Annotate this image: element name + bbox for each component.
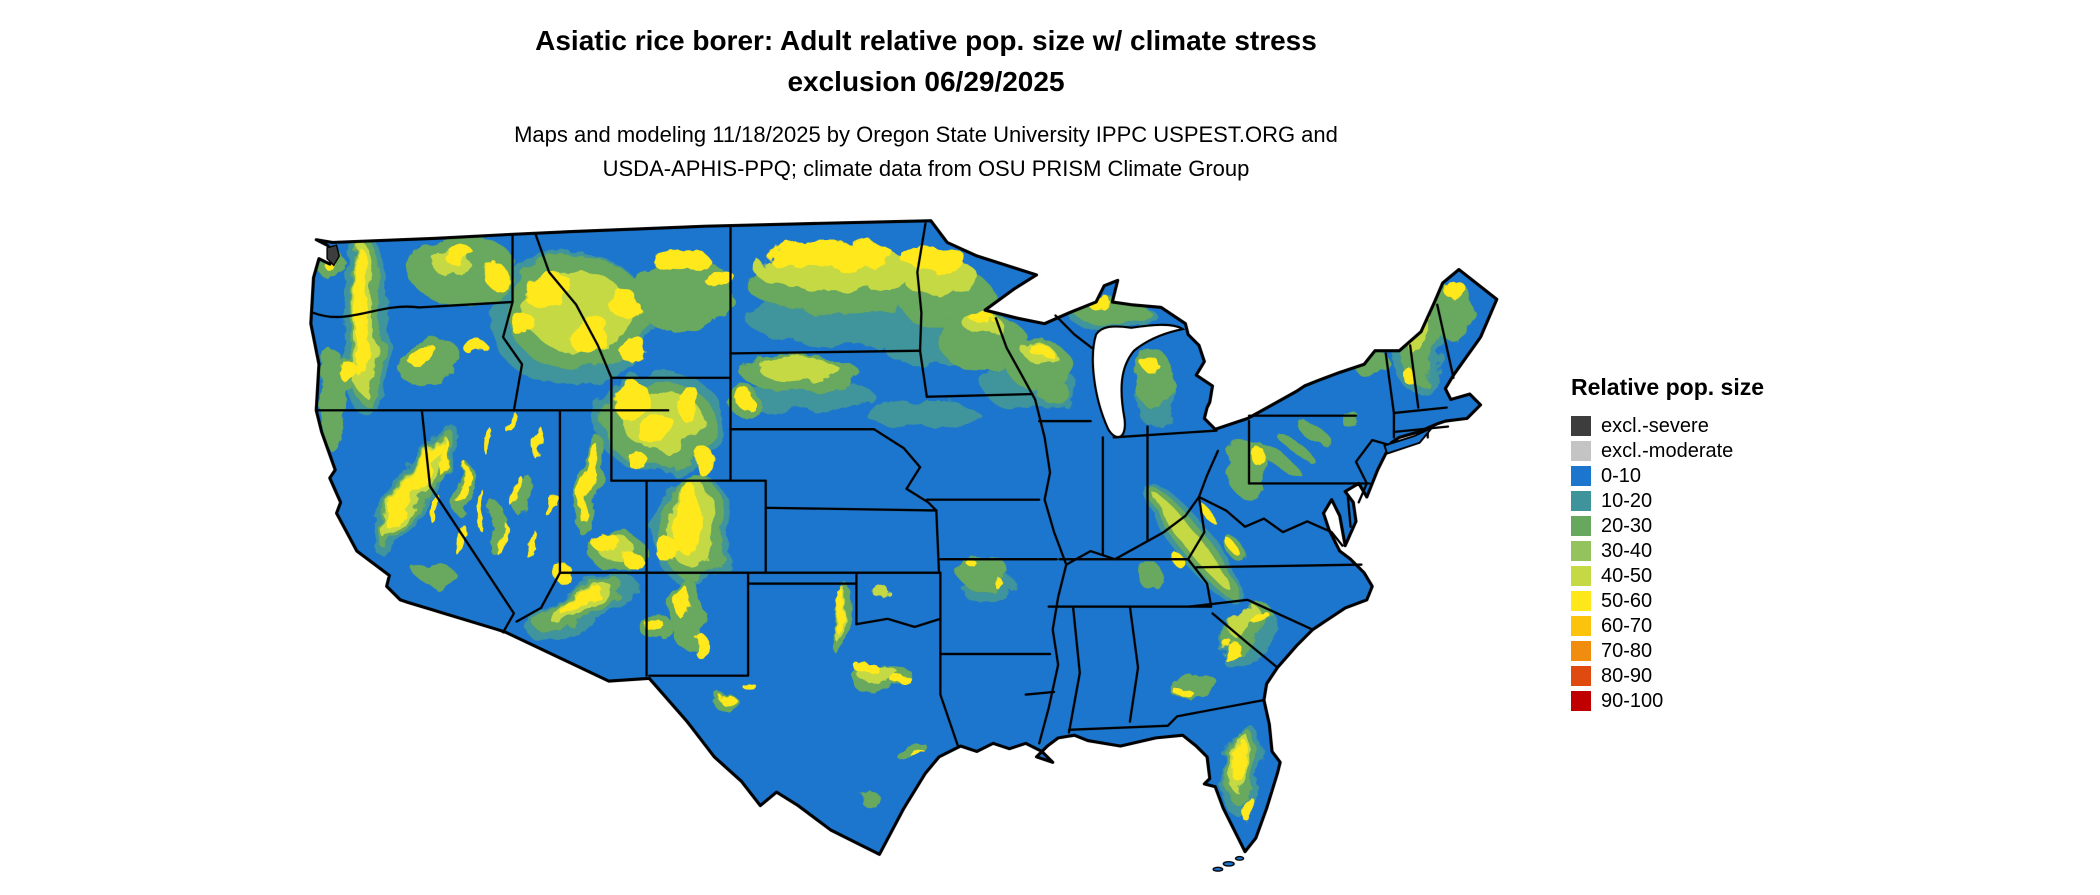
legend-swatch (1571, 590, 1591, 611)
legend-swatch (1571, 640, 1591, 661)
legend-item: 20-30 (1571, 513, 1764, 538)
subtitle-line1: Maps and modeling 11/18/2025 by Oregon S… (514, 122, 1338, 147)
subtitle-line2: USDA-APHIS-PPQ; climate data from OSU PR… (602, 156, 1250, 181)
us-map (309, 219, 1499, 872)
legend-swatch (1571, 665, 1591, 686)
legend-item: 10-20 (1571, 488, 1764, 513)
puget-sound-area (326, 244, 340, 267)
legend-item: 60-70 (1571, 613, 1764, 638)
legend-swatch (1571, 490, 1591, 511)
map-container (300, 218, 1532, 895)
legend-swatch (1571, 415, 1591, 436)
legend-label: 60-70 (1601, 614, 1653, 637)
legend-label: 70-80 (1601, 639, 1653, 662)
legend-title: Relative pop. size (1571, 374, 1765, 400)
legend-item: 70-80 (1571, 638, 1764, 663)
legend-item: 30-40 (1571, 538, 1764, 563)
legend-swatch (1571, 465, 1591, 486)
legend-swatch (1571, 515, 1591, 536)
legend-items: excl.-severe excl.-moderate 0-10 10-20 20-30… (1571, 413, 1764, 713)
legend-label: 40-50 (1601, 564, 1653, 587)
legend-item: excl.-severe (1571, 413, 1764, 438)
state-borders (312, 222, 1455, 748)
legend-label: 80-90 (1601, 664, 1653, 687)
us-outline (309, 219, 1499, 856)
legend-swatch (1571, 540, 1591, 561)
long-island (1383, 427, 1433, 455)
legend-swatch (1571, 565, 1591, 586)
lake-michigan (1091, 323, 1186, 439)
legend-item: excl.-moderate (1571, 438, 1764, 463)
legend-label: 30-40 (1601, 539, 1653, 562)
legend-item: 80-90 (1571, 663, 1764, 688)
page-title-line2: exclusion 06/29/2025 (787, 66, 1065, 97)
legend-item: 90-100 (1571, 688, 1764, 713)
legend-label: excl.-severe (1601, 414, 1709, 437)
legend-label: 90-100 (1601, 689, 1664, 712)
florida-keys (1212, 855, 1245, 872)
legend-item: 0-10 (1571, 463, 1764, 488)
legend-item: 50-60 (1571, 588, 1764, 613)
header: Asiatic rice borer: Adult relative pop. … (0, 20, 1852, 186)
legend-label: 20-30 (1601, 514, 1653, 537)
legend-label: 0-10 (1601, 464, 1642, 487)
legend-item: 40-50 (1571, 563, 1764, 588)
legend-label: 50-60 (1601, 589, 1653, 612)
legend-label: 10-20 (1601, 489, 1653, 512)
legend-swatch (1571, 440, 1591, 461)
legend-swatch (1571, 690, 1591, 711)
legend-swatch (1571, 615, 1591, 636)
legend: Relative pop. size excl.-severe excl.-mod… (1571, 374, 1764, 713)
page-title-line1: Asiatic rice borer: Adult relative pop. … (535, 25, 1317, 56)
legend-label: excl.-moderate (1601, 439, 1734, 462)
